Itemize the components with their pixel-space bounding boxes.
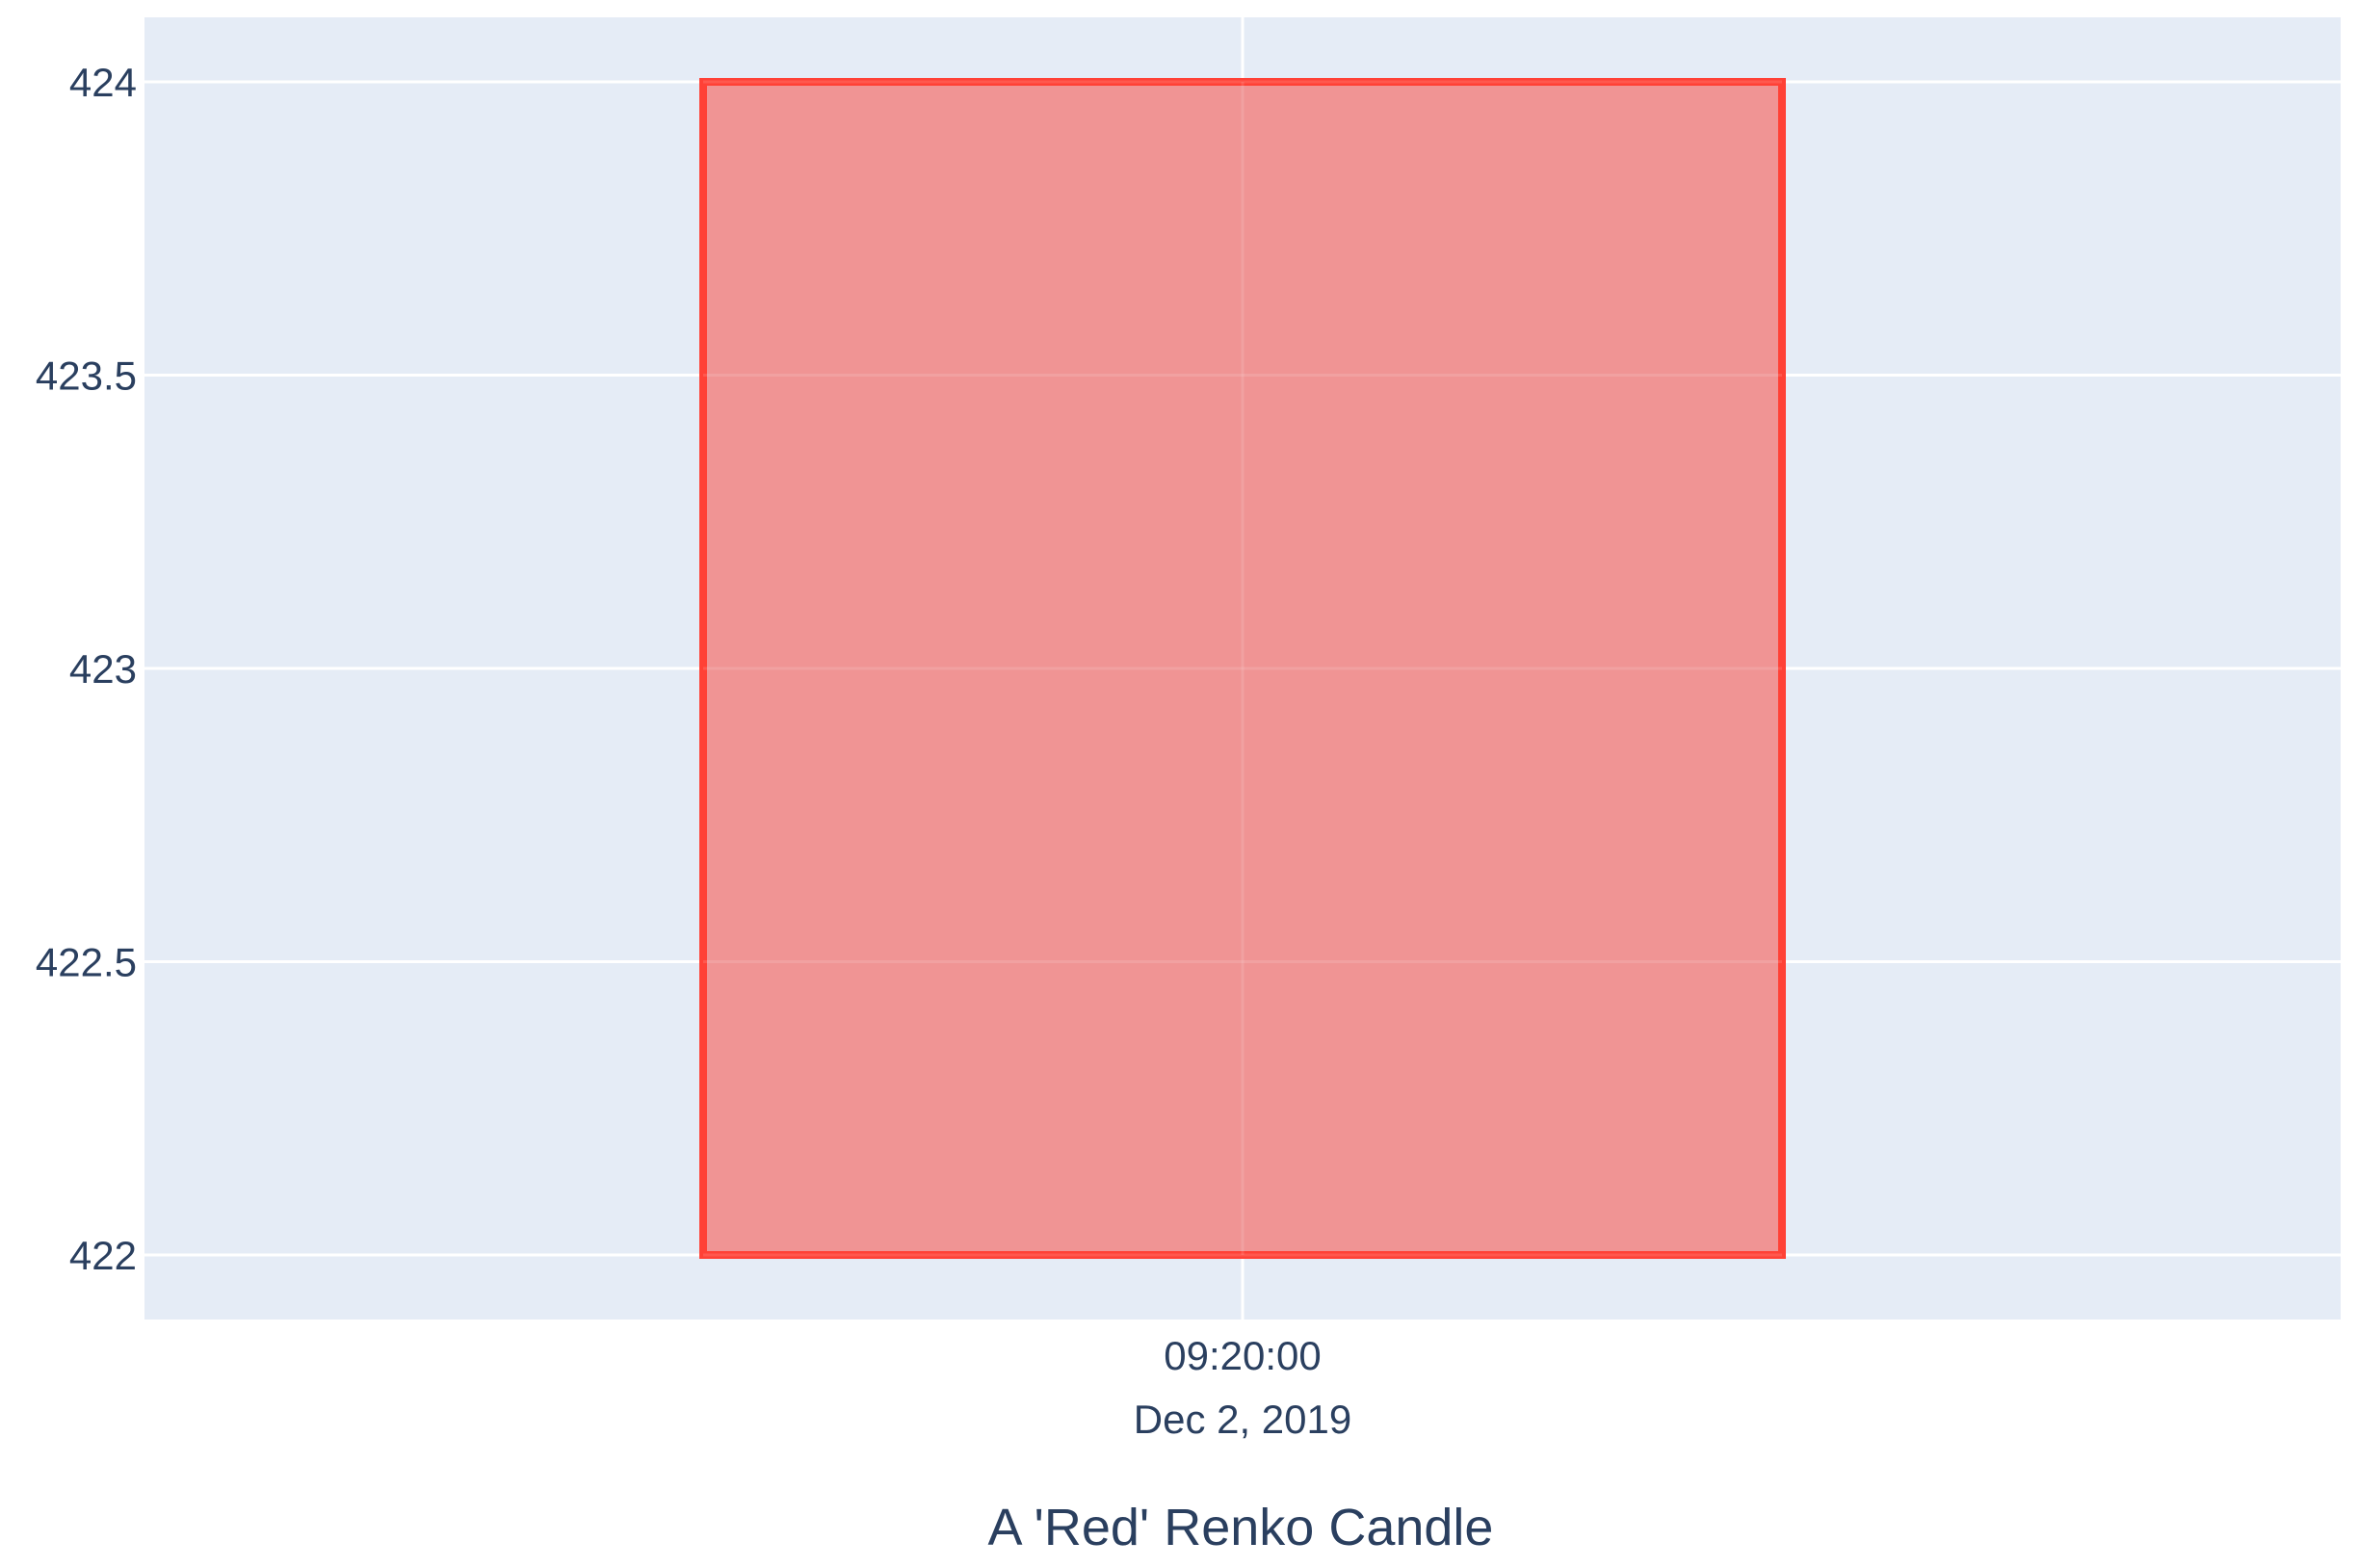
y-tick-label: 423.5	[36, 353, 137, 398]
y-tick-label: 424	[69, 60, 137, 105]
y-tick-label: 423	[69, 646, 137, 692]
candle-body	[699, 77, 1786, 1260]
x-tick-label-time: 09:20:00	[1164, 1333, 1322, 1378]
x-axis-tick-labels: 09:20:00 Dec 2, 2019	[1134, 1333, 1352, 1442]
grid-lines-overlay	[703, 80, 1782, 1257]
x-axis-title: A 'Red' Renko Candle	[988, 1499, 1494, 1556]
y-tick-label: 422	[69, 1233, 137, 1278]
y-axis-tick-labels: 422 422.5 423 423.5 424	[36, 60, 137, 1278]
candles	[699, 77, 1786, 1260]
y-tick-label: 422.5	[36, 940, 137, 985]
x-tick-label-date: Dec 2, 2019	[1134, 1397, 1352, 1442]
